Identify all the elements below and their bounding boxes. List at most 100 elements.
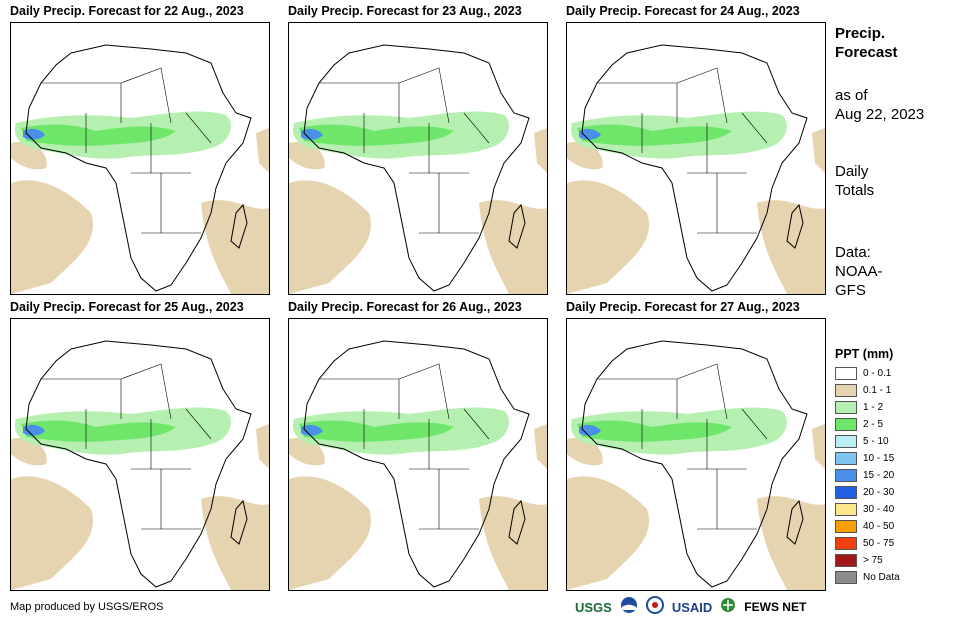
madagascar-outline [230, 203, 248, 249]
sidebar-totals: Daily Totals [835, 162, 874, 200]
doi-icon [645, 595, 664, 619]
africa-outline [303, 340, 530, 588]
panel-title: Daily Precip. Forecast for 24 Aug., 2023 [566, 4, 800, 18]
rain-core [21, 124, 176, 146]
dry-region [757, 496, 825, 590]
legend-swatch [835, 537, 857, 550]
africa-outline [581, 340, 808, 588]
legend-label: > 75 [863, 555, 883, 566]
legend-swatch [835, 452, 857, 465]
dry-region [567, 180, 649, 294]
forecast-map [10, 22, 270, 295]
logo-strip: USGS USAID FEWS NET [575, 595, 806, 619]
sidebar-heading: Precip. Forecast [835, 24, 898, 62]
legend-item: No Data [835, 570, 900, 585]
forecast-map [566, 22, 826, 295]
usgs-logo: USGS [575, 599, 612, 615]
madagascar-outline [786, 203, 804, 249]
dry-region [201, 200, 269, 294]
africa-outline [581, 44, 808, 292]
madagascar-outline [508, 499, 526, 545]
legend-title: PPT (mm) [835, 347, 894, 361]
forecast-map [10, 318, 270, 591]
legend-swatch [835, 520, 857, 533]
legend-item: 40 - 50 [835, 519, 894, 534]
dry-region [289, 476, 371, 590]
sidebar-asof: as of Aug 22, 2023 [835, 86, 924, 124]
data-line: GFS [835, 282, 866, 299]
legend-label: 0.1 - 1 [863, 385, 892, 396]
dry-region [812, 128, 825, 173]
rain-core [299, 420, 454, 442]
data-line: NOAA- [835, 263, 883, 280]
legend-item: 50 - 75 [835, 536, 894, 551]
heavy-rain [301, 424, 323, 436]
dry-region [479, 200, 547, 294]
panel-title: Daily Precip. Forecast for 26 Aug., 2023 [288, 300, 522, 314]
legend-label: 0 - 0.1 [863, 368, 892, 379]
heavy-rain [301, 128, 323, 140]
legend-item: > 75 [835, 553, 883, 568]
asof-date: Aug 22, 2023 [835, 106, 925, 123]
heavy-rain [579, 128, 601, 140]
legend-label: 40 - 50 [863, 521, 895, 532]
madagascar-outline [230, 499, 248, 545]
rain-core [21, 420, 176, 442]
legend-swatch [835, 486, 857, 499]
legend-swatch [835, 469, 857, 482]
legend-label: 50 - 75 [863, 538, 895, 549]
heading-line: Forecast [835, 44, 898, 61]
totals-line: Totals [835, 182, 875, 199]
legend-item: 0 - 0.1 [835, 366, 891, 381]
country-borders [41, 67, 212, 234]
panel-title: Daily Precip. Forecast for 23 Aug., 2023 [288, 4, 522, 18]
panel-title: Daily Precip. Forecast for 25 Aug., 2023 [10, 300, 244, 314]
legend-label: 15 - 20 [863, 470, 895, 481]
madagascar-outline [786, 499, 804, 545]
dry-region [256, 128, 269, 173]
legend-label: 20 - 30 [863, 487, 895, 498]
dry-region [201, 496, 269, 590]
heavy-rain [23, 128, 45, 140]
legend-label: 1 - 2 [863, 402, 884, 413]
rain-core [577, 124, 732, 146]
legend-item: 2 - 5 [835, 417, 883, 432]
forecast-map [288, 22, 548, 295]
africa-outline [303, 44, 530, 292]
forecast-map [288, 318, 548, 591]
sidebar-data-source: Data: NOAA- GFS [835, 243, 883, 300]
totals-line: Daily [835, 163, 869, 180]
legend-swatch [835, 401, 857, 414]
legend-label: 5 - 10 [863, 436, 889, 447]
dry-region [289, 180, 371, 294]
dry-region [812, 424, 825, 469]
country-borders [597, 67, 768, 234]
legend-swatch [835, 418, 857, 431]
legend-item: 0.1 - 1 [835, 383, 891, 398]
dry-region [757, 200, 825, 294]
dry-region [256, 424, 269, 469]
forecast-map [566, 318, 826, 591]
legend-item: 5 - 10 [835, 434, 889, 449]
legend-swatch [835, 554, 857, 567]
dry-region [534, 424, 547, 469]
legend-item: 1 - 2 [835, 400, 883, 415]
usaid-logo: USAID [671, 599, 713, 615]
africa-outline [25, 44, 252, 292]
legend-swatch [835, 571, 857, 584]
legend-item: 30 - 40 [835, 502, 894, 517]
dry-region [567, 476, 649, 590]
fews-icon [720, 597, 736, 618]
africa-outline [25, 340, 252, 588]
legend-label: No Data [863, 572, 900, 583]
country-borders [597, 363, 768, 530]
dry-region [479, 496, 547, 590]
legend-swatch [835, 367, 857, 380]
panel-title: Daily Precip. Forecast for 22 Aug., 2023 [10, 4, 244, 18]
dry-region [534, 128, 547, 173]
dry-region [11, 476, 93, 590]
data-line: Data: [835, 244, 871, 261]
panel-title: Daily Precip. Forecast for 27 Aug., 2023 [566, 300, 800, 314]
country-borders [41, 363, 212, 530]
country-borders [319, 67, 490, 234]
